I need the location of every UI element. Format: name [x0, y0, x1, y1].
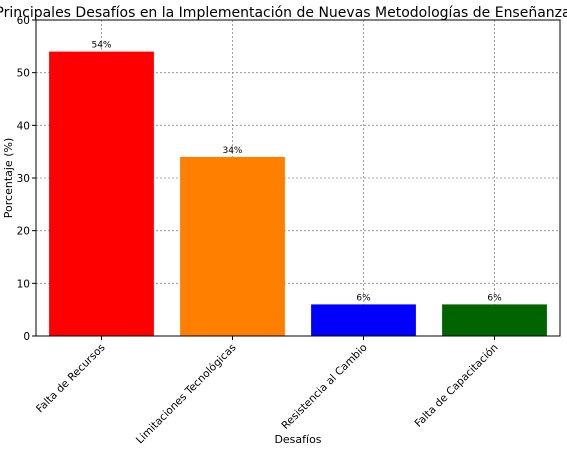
bar	[180, 156, 285, 336]
y-axis-ticks: 0 10 20 30 40 50 60	[17, 15, 36, 343]
x-tick-label: Falta de Recursos	[34, 342, 108, 416]
y-tick-label: 30	[17, 173, 30, 185]
bar-value-label: 6%	[356, 293, 371, 303]
bar	[442, 304, 547, 336]
y-tick-label: 60	[17, 15, 30, 27]
bar-value-label: 54%	[91, 41, 111, 51]
y-tick-label: 10	[17, 278, 30, 290]
x-axis-label: Desafíos	[274, 433, 321, 446]
bar-value-label: 6%	[487, 293, 502, 303]
bar-value-label: 34%	[222, 146, 242, 156]
y-axis-label: Porcentaje (%)	[2, 138, 15, 218]
y-tick-label: 40	[17, 120, 30, 132]
bar	[49, 51, 154, 336]
y-tick-label: 0	[23, 331, 30, 343]
y-tick-label: 20	[17, 226, 30, 238]
x-tick-label: Limitaciones Tecnológicas	[134, 342, 239, 447]
x-tick-label: Falta de Capacitación	[412, 342, 500, 430]
bars-layer: 54% 34% 6% 6%	[49, 41, 547, 336]
bar	[311, 304, 416, 336]
x-tick-label: Resistencia al Cambio	[279, 342, 369, 432]
chart-title: Principales Desafíos en la Implementació…	[0, 5, 567, 21]
x-axis-ticks: Falta de Recursos Limitaciones Tecnológic…	[34, 336, 501, 446]
y-tick-label: 50	[17, 68, 30, 80]
